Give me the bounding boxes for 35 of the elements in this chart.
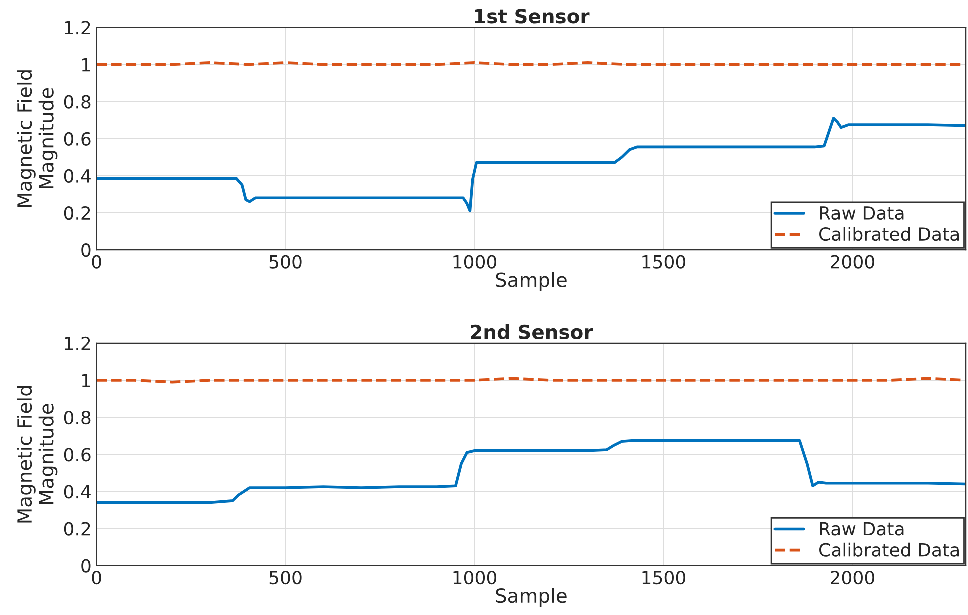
x-tick-label: 1500	[642, 255, 686, 269]
y-tick-label: 1	[82, 58, 90, 72]
y-tick-label: 1.2	[65, 336, 90, 350]
y-tick-label: 0.2	[64, 522, 90, 536]
x-axis-title: Sample	[496, 272, 567, 292]
y-tick-label: 0.4	[64, 169, 91, 184]
y-axis-title: Magnetic Field Magnitude	[17, 386, 58, 523]
y-axis-title: Magnetic Field Magnitude	[17, 70, 58, 208]
x-tick-label: 2000	[831, 570, 874, 585]
x-axis-title: Sample	[496, 588, 567, 607]
chart-title: 1st Sensor	[475, 9, 590, 24]
x-tick-label: 1000	[454, 255, 497, 269]
legend-label: Calibrated Data	[820, 542, 960, 557]
y-tick-label: 0.8	[64, 411, 91, 425]
chart-title: 2nd Sensor	[471, 324, 594, 340]
y-tick-label: 0.2	[64, 206, 90, 220]
legend-label: Calibrated Data	[820, 227, 960, 242]
x-tick-label: 0	[92, 255, 102, 269]
y-tick-label: 0.8	[64, 95, 91, 109]
x-tick-label: 500	[270, 255, 302, 269]
y-tick-label: 1.2	[65, 21, 90, 35]
y-tick-label: 0	[82, 244, 91, 258]
y-tick-label: 0.4	[64, 485, 91, 499]
x-tick-label: 1000	[454, 570, 497, 585]
y-tick-label: 0.6	[64, 132, 91, 146]
line-series	[96, 439, 966, 504]
x-tick-label: 500	[270, 570, 302, 585]
legend-label: Raw Data	[820, 522, 904, 536]
y-tick-label: 1	[82, 374, 90, 388]
x-tick-label: 1500	[642, 570, 686, 585]
x-tick-label: 2000	[831, 255, 874, 269]
legend-label: Raw Data	[820, 206, 904, 220]
x-tick-label: 0	[92, 570, 102, 585]
y-tick-label: 0.6	[64, 448, 91, 462]
y-tick-label: 0	[82, 559, 91, 573]
